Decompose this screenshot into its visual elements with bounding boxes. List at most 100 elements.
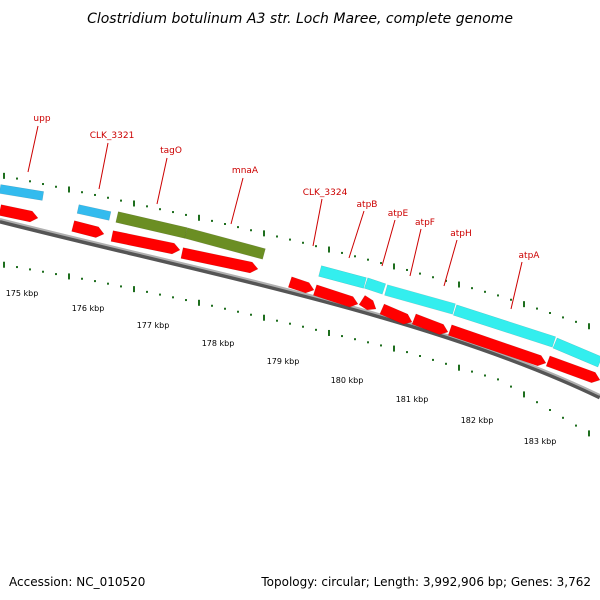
minor-tick	[211, 304, 213, 307]
feature-block	[384, 284, 456, 315]
minor-tick	[302, 325, 304, 328]
cds-arrow	[0, 204, 39, 223]
leader-line	[230, 177, 244, 225]
minor-tick	[81, 191, 83, 194]
gene-label-atpb: atpB	[357, 200, 378, 210]
scale-label: 175 kbp	[6, 289, 39, 298]
minor-tick	[354, 338, 356, 341]
minor-tick	[16, 266, 18, 269]
cds-arrow	[447, 324, 547, 367]
gene-label-atph: atpH	[450, 229, 472, 239]
minor-tick	[81, 277, 83, 280]
gene-label-atpa: atpA	[519, 251, 541, 261]
minor-tick	[250, 313, 252, 316]
scale-label: 180 kbp	[331, 376, 364, 385]
leader-line	[27, 125, 39, 173]
minor-tick	[536, 307, 538, 310]
minor-tick	[432, 358, 434, 361]
major-tick	[3, 172, 5, 179]
cds-arrow	[379, 303, 413, 325]
minor-tick	[289, 322, 291, 325]
minor-tick	[367, 258, 369, 261]
minor-tick	[107, 282, 109, 285]
minor-tick	[575, 424, 577, 427]
major-tick	[198, 299, 200, 306]
minor-tick	[237, 310, 239, 313]
minor-tick	[146, 205, 148, 208]
minor-tick	[29, 268, 31, 271]
minor-tick	[224, 223, 226, 225]
gene-label-mnaa: mnaA	[232, 166, 259, 176]
minor-tick	[224, 307, 226, 310]
minor-tick	[445, 279, 447, 282]
cds-arrow	[287, 276, 315, 294]
minor-tick	[471, 370, 473, 373]
minor-tick	[172, 211, 174, 214]
gene-label-upp: upp	[33, 114, 50, 124]
minor-tick	[16, 177, 18, 180]
minor-tick	[211, 219, 213, 222]
minor-tick	[42, 270, 44, 273]
minor-tick	[94, 193, 96, 196]
major-tick	[523, 301, 525, 308]
minor-tick	[510, 298, 512, 301]
feature-track	[0, 184, 600, 384]
feature-block	[363, 277, 387, 295]
cds-arrow	[312, 284, 359, 308]
cds-arrow	[110, 230, 181, 255]
minor-tick	[341, 251, 343, 254]
minor-tick	[445, 362, 447, 365]
minor-tick	[289, 238, 291, 241]
minor-tick	[250, 229, 252, 232]
scale-label: 178 kbp	[202, 339, 235, 348]
major-tick	[393, 345, 395, 352]
cds-arrow	[71, 220, 105, 238]
minor-tick	[237, 226, 239, 229]
scale-label: 177 kbp	[137, 321, 170, 330]
minor-tick	[42, 183, 44, 186]
minor-tick	[575, 320, 577, 323]
feature-block	[452, 304, 557, 348]
leader-line	[156, 157, 168, 205]
minor-tick	[406, 268, 408, 271]
topology-summary: Topology: circular; Length: 3,992,906 bp…	[260, 575, 591, 589]
cds-arrow	[358, 295, 377, 311]
feature-block	[184, 227, 266, 260]
minor-tick	[159, 208, 161, 211]
minor-tick	[367, 341, 369, 344]
accession-text: Accession: NC_010520	[9, 575, 145, 589]
minor-tick	[484, 374, 486, 377]
minor-tick	[29, 180, 31, 183]
major-tick	[393, 263, 395, 270]
minor-tick	[419, 272, 421, 275]
minor-tick	[354, 255, 356, 258]
gene-label-clk-3324: CLK_3324	[303, 188, 348, 198]
minor-tick	[380, 262, 382, 265]
minor-tick	[185, 213, 187, 216]
minor-tick	[55, 185, 57, 188]
gene-label-clk-3321: CLK_3321	[90, 131, 135, 141]
cds-arrow	[411, 313, 449, 335]
major-tick	[133, 200, 135, 207]
leader-line	[409, 228, 422, 277]
leader-line	[98, 142, 109, 190]
minor-tick	[146, 290, 148, 293]
major-tick	[263, 314, 265, 321]
genome-backbone	[0, 218, 600, 400]
feature-block	[318, 265, 367, 289]
minor-tick	[276, 319, 278, 322]
minor-tick	[172, 296, 174, 299]
leader-line	[510, 261, 523, 310]
scale-label: 182 kbp	[461, 416, 494, 425]
leader-line	[443, 239, 458, 287]
gene-label-atpe: atpE	[388, 209, 409, 219]
major-tick	[328, 329, 330, 336]
minor-tick	[562, 316, 564, 319]
genome-backbone-highlight	[0, 218, 600, 396]
feature-block	[76, 204, 112, 221]
minor-tick	[302, 241, 304, 244]
scale-label: 176 kbp	[72, 304, 105, 313]
feature-block	[0, 184, 45, 201]
minor-tick	[55, 273, 57, 276]
